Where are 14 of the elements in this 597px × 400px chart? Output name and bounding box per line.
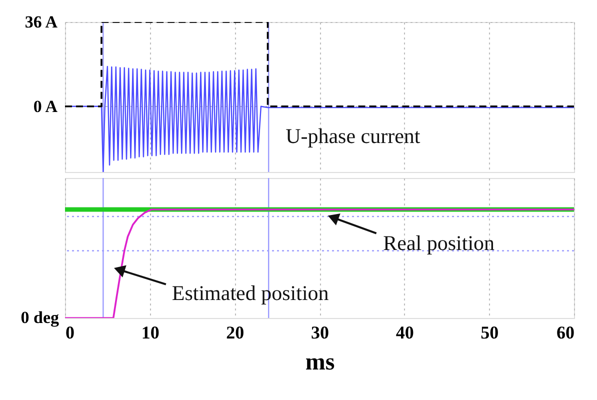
series-label: Real position [383, 231, 496, 256]
series-label: U-phase current [286, 124, 420, 148]
y-tick-label: 0 A [33, 96, 58, 116]
text: Estimated position [172, 281, 330, 306]
x-tick-label: 30 [311, 322, 329, 342]
x-tick-label: 20 [226, 322, 244, 342]
x-tick-label: 50 [480, 322, 499, 342]
x-tick-label: 60 [556, 322, 574, 342]
x-axis-title: ms [305, 350, 335, 376]
x-tick-label: 10 [141, 322, 160, 342]
x-tick-label: 0 [66, 322, 74, 342]
y-tick-label: 36 A [24, 12, 58, 32]
annotation: 0 deg [20, 308, 60, 327]
x-tick-label: 40 [396, 322, 414, 342]
